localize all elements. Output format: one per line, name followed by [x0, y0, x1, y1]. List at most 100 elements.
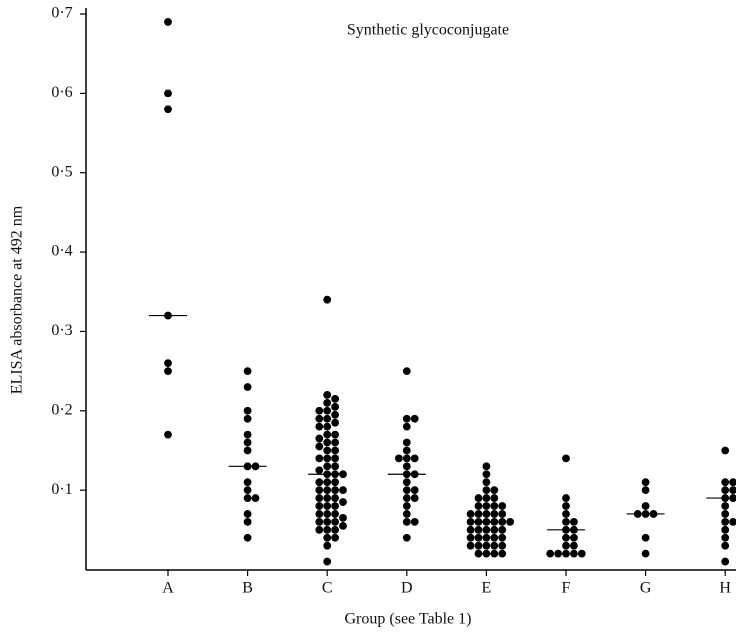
data-dot [323, 478, 332, 487]
data-dot [641, 502, 650, 510]
data-dot [498, 502, 507, 510]
data-dot [331, 438, 339, 447]
data-dot [490, 502, 499, 510]
data-dot [721, 557, 730, 566]
data-dot [331, 394, 339, 403]
data-dot [315, 517, 324, 526]
data-dot [570, 541, 578, 550]
data-dot [323, 446, 332, 455]
data-dot [577, 549, 586, 558]
data-dot [331, 494, 339, 502]
data-dot [331, 533, 339, 542]
data-dot [323, 494, 332, 502]
data-dot [323, 525, 332, 534]
data-dot [633, 510, 642, 518]
data-dot [721, 446, 730, 455]
data-dot [402, 470, 411, 479]
data-dot [323, 398, 332, 407]
data-dot [331, 418, 339, 427]
data-dot [402, 494, 411, 502]
data-dot [410, 486, 419, 495]
data-dot [331, 470, 339, 479]
x-tick-label: B [242, 580, 253, 597]
data-dot [721, 541, 730, 550]
data-dot [482, 478, 491, 487]
y-tick-label: 0·3 [51, 322, 72, 339]
data-dot [323, 414, 332, 423]
y-tick-label: 0·5 [51, 163, 72, 180]
data-dot [402, 478, 411, 487]
data-dot [474, 510, 483, 518]
data-dot [482, 502, 491, 510]
data-dot [498, 510, 507, 518]
data-dot [331, 525, 339, 534]
data-dot [490, 541, 499, 550]
y-tick-label: 0·7 [51, 5, 72, 22]
data-dot [562, 502, 570, 510]
data-dot [490, 494, 499, 502]
data-dot [729, 517, 736, 526]
data-dot [164, 359, 172, 368]
data-dot [482, 525, 491, 534]
data-dot [323, 391, 332, 399]
data-dot [243, 517, 252, 526]
data-dot [251, 494, 260, 502]
data-dot [482, 549, 491, 558]
data-dot [164, 18, 172, 26]
data-dot [402, 486, 411, 495]
data-dot [323, 557, 332, 566]
data-dot [729, 486, 736, 495]
data-dot [410, 414, 419, 423]
data-dot [466, 541, 475, 550]
data-dot [315, 502, 324, 510]
data-dot [490, 525, 499, 534]
data-dot [323, 541, 332, 550]
data-dot [498, 541, 507, 550]
data-dot [641, 549, 650, 558]
data-dot [331, 410, 339, 419]
data-dot [466, 533, 475, 542]
data-dot [243, 510, 252, 518]
data-dot [641, 533, 650, 542]
data-dot [315, 442, 324, 451]
data-dot [243, 486, 252, 495]
data-dot [649, 510, 658, 518]
x-tick-label: H [719, 580, 731, 597]
data-dot [721, 525, 730, 534]
data-dot [721, 494, 730, 502]
y-tick-label: 0·2 [51, 401, 72, 418]
data-dot [323, 517, 332, 526]
data-dot [402, 510, 411, 518]
data-dot [729, 494, 736, 502]
data-dot [243, 462, 252, 471]
data-dot [395, 454, 403, 463]
data-dot [474, 502, 483, 510]
data-dot [402, 533, 411, 542]
data-dot [498, 549, 507, 558]
data-dot [474, 541, 483, 550]
data-dot [482, 470, 491, 479]
data-dot [721, 478, 730, 487]
data-dot [490, 533, 499, 542]
data-dot [641, 486, 650, 495]
data-dot [570, 517, 578, 526]
data-dot [315, 454, 324, 463]
data-dot [402, 438, 411, 447]
data-dot [570, 549, 578, 558]
data-dot [721, 510, 730, 518]
data-dot [331, 502, 339, 510]
data-dot [315, 478, 324, 487]
data-dot [474, 494, 483, 502]
data-dot [331, 454, 339, 463]
data-dot [164, 105, 172, 114]
data-dot [315, 525, 324, 534]
data-dot [243, 406, 252, 415]
data-dot [323, 486, 332, 495]
data-dot [243, 383, 252, 391]
data-dot [402, 446, 411, 455]
data-dot [243, 478, 252, 487]
data-dot [641, 510, 650, 518]
data-dot [331, 517, 339, 526]
data-dot [323, 510, 332, 518]
